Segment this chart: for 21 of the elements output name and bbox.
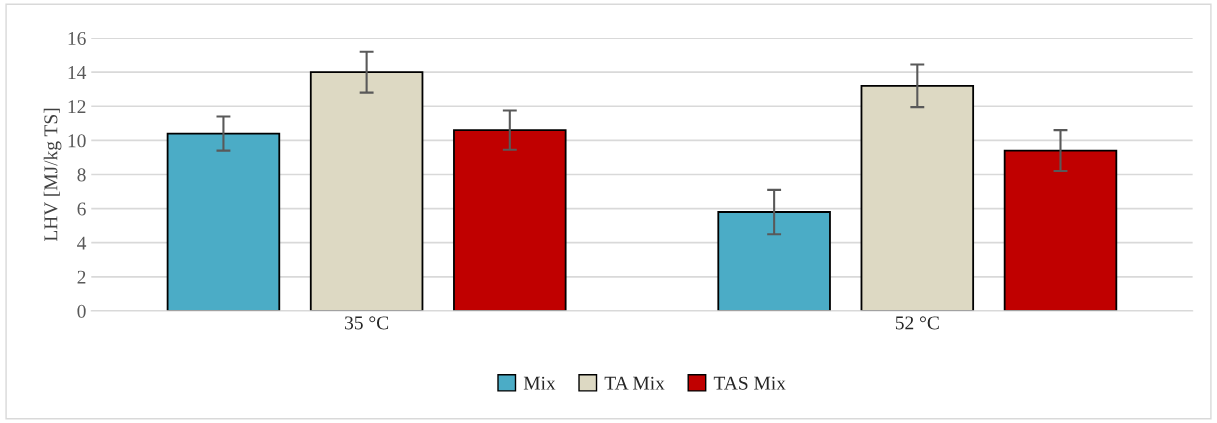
y-tick-label: 4 [77,236,87,250]
y-tick-label: 8 [77,168,86,182]
bar [717,211,831,311]
y-tick-label: 12 [68,100,86,114]
y-tick-label: 14 [68,66,87,79]
legend-label: Mix [523,376,556,390]
x-tick-label: 52 °C [895,316,939,330]
bar [309,71,424,311]
bar [166,132,281,311]
x-tick-label: 35 °C [345,316,389,330]
bar [860,84,975,311]
y-tick-label: 16 [68,31,86,46]
y-axis-title: LHV [MJ/kg TS] [43,108,62,242]
bar [453,129,567,311]
y-tick-label: 10 [68,134,86,148]
y-tick-label: 2 [77,270,86,284]
y-tick-label: 6 [77,202,86,216]
legend-label: TAS Mix [713,376,786,390]
legend-label: TA Mix [604,376,665,390]
y-tick-label: 0 [77,304,86,318]
bar [1003,149,1118,311]
